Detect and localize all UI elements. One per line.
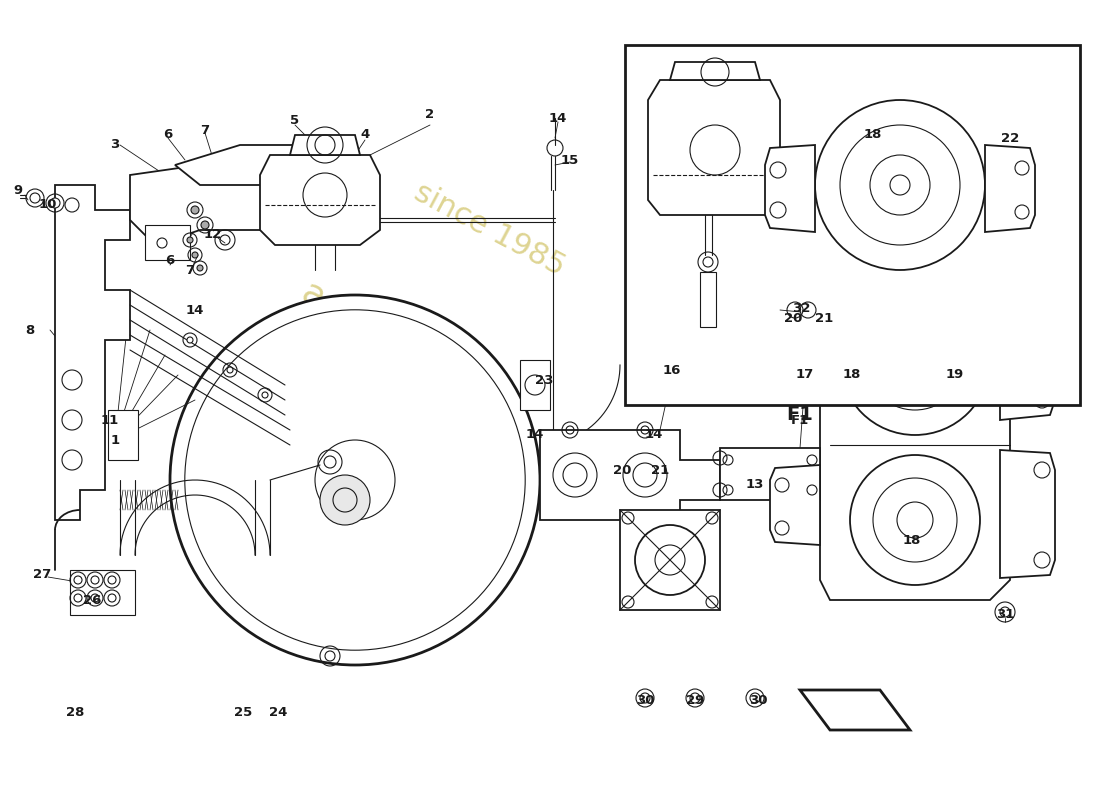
- Circle shape: [192, 252, 198, 258]
- Text: 14: 14: [186, 303, 205, 317]
- Text: 7: 7: [186, 263, 195, 277]
- Text: 31: 31: [996, 609, 1014, 622]
- Text: a passion: a passion: [297, 275, 463, 385]
- Circle shape: [815, 100, 984, 270]
- Text: 18: 18: [903, 534, 921, 546]
- Text: F1: F1: [786, 406, 813, 425]
- Polygon shape: [720, 448, 820, 500]
- Circle shape: [227, 367, 233, 373]
- Text: 7: 7: [200, 123, 210, 137]
- Text: 24: 24: [268, 706, 287, 718]
- Polygon shape: [800, 690, 910, 730]
- Text: 11: 11: [101, 414, 119, 426]
- Bar: [625, 45, 1080, 405]
- Circle shape: [50, 198, 60, 208]
- Polygon shape: [55, 185, 130, 520]
- Text: 14: 14: [549, 111, 568, 125]
- Circle shape: [197, 265, 204, 271]
- Text: 23: 23: [535, 374, 553, 386]
- Text: 15: 15: [561, 154, 579, 166]
- Text: 9: 9: [13, 183, 23, 197]
- Text: 3: 3: [110, 138, 120, 151]
- Polygon shape: [1000, 450, 1055, 578]
- Circle shape: [262, 392, 268, 398]
- Text: 19: 19: [946, 369, 964, 382]
- Text: 26: 26: [82, 594, 101, 606]
- Text: 22: 22: [1001, 131, 1019, 145]
- Text: 13: 13: [746, 478, 764, 491]
- Polygon shape: [820, 290, 1010, 600]
- Bar: [108, 410, 138, 460]
- Text: 1: 1: [110, 434, 120, 446]
- Text: 25: 25: [234, 706, 252, 718]
- Circle shape: [170, 295, 540, 665]
- Text: 6: 6: [165, 254, 175, 266]
- Circle shape: [201, 221, 209, 229]
- Polygon shape: [130, 165, 290, 240]
- Circle shape: [187, 337, 192, 343]
- Text: 30: 30: [749, 694, 768, 706]
- Text: F1: F1: [791, 414, 810, 426]
- Text: 21: 21: [651, 463, 669, 477]
- Text: 18: 18: [843, 369, 861, 382]
- Text: 20: 20: [613, 463, 631, 477]
- Circle shape: [30, 193, 40, 203]
- Text: 29: 29: [686, 694, 704, 706]
- Bar: [520, 360, 550, 410]
- Polygon shape: [290, 135, 360, 155]
- Bar: [70, 570, 135, 615]
- Text: 17: 17: [796, 369, 814, 382]
- Text: since 1985: since 1985: [409, 178, 571, 282]
- Text: 18: 18: [864, 129, 882, 142]
- Polygon shape: [770, 465, 820, 545]
- Text: 20: 20: [784, 311, 802, 325]
- Text: 12: 12: [204, 229, 222, 242]
- Text: 5: 5: [290, 114, 299, 126]
- Circle shape: [187, 237, 192, 243]
- Circle shape: [191, 206, 199, 214]
- Polygon shape: [984, 145, 1035, 232]
- Polygon shape: [670, 62, 760, 80]
- Circle shape: [320, 475, 370, 525]
- Text: 4: 4: [361, 129, 370, 142]
- Text: 14: 14: [526, 429, 544, 442]
- Text: 21: 21: [815, 311, 833, 325]
- Text: 6: 6: [164, 129, 173, 142]
- Text: 30: 30: [636, 694, 654, 706]
- Polygon shape: [620, 510, 721, 610]
- Text: 8: 8: [25, 323, 34, 337]
- Polygon shape: [175, 145, 370, 185]
- Text: 10: 10: [39, 198, 57, 211]
- Text: 27: 27: [33, 569, 51, 582]
- Polygon shape: [1000, 290, 1055, 420]
- Polygon shape: [648, 80, 780, 215]
- Bar: [145, 225, 190, 260]
- Polygon shape: [260, 155, 379, 245]
- Text: FERRARI: FERRARI: [312, 352, 548, 508]
- Bar: [700, 272, 716, 327]
- Text: 2: 2: [426, 109, 434, 122]
- Text: 32: 32: [792, 302, 811, 314]
- Polygon shape: [764, 145, 815, 232]
- Polygon shape: [770, 320, 820, 405]
- Polygon shape: [540, 430, 720, 520]
- Text: 14: 14: [645, 429, 663, 442]
- Text: 16: 16: [663, 363, 681, 377]
- Text: 28: 28: [66, 706, 85, 718]
